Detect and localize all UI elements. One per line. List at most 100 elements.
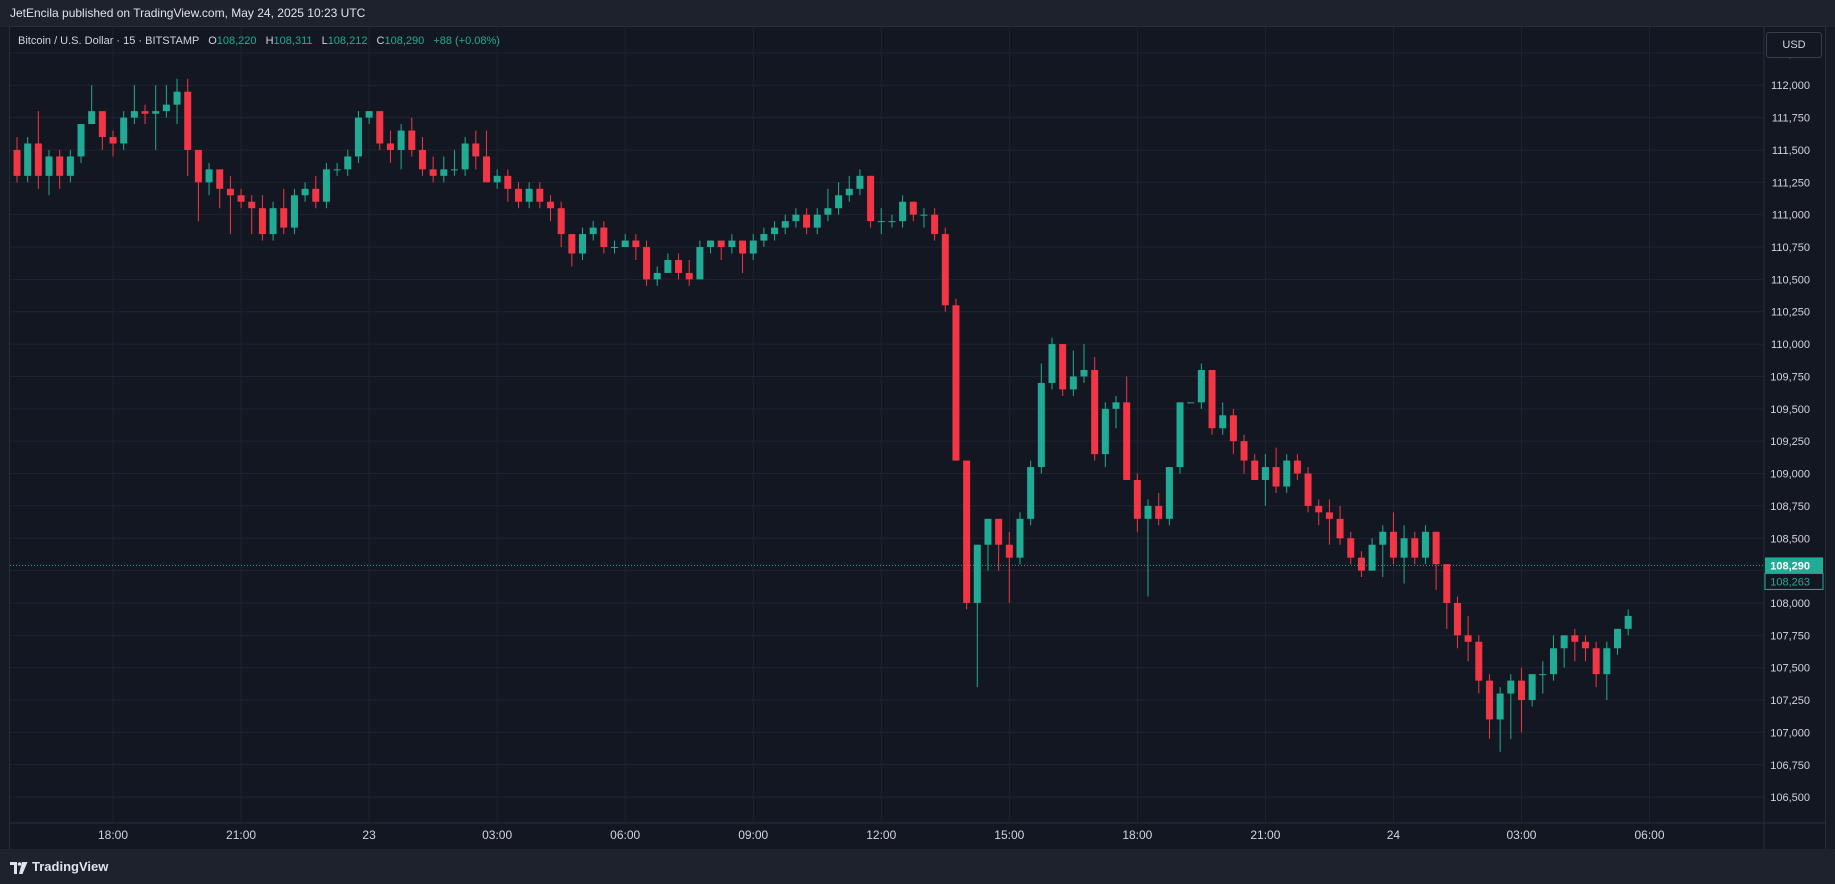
candle-body [408,130,416,150]
candle-body [88,111,96,125]
y-tick-label: 108,000 [1770,598,1810,610]
candle-body [1507,680,1515,694]
candle-body [237,195,245,202]
candle-body [1571,635,1579,642]
candle-body [461,143,469,170]
candle-body [547,201,554,209]
candle-body [301,188,309,196]
candle-body [643,247,651,280]
candle-body [579,234,587,254]
y-tick-label: 109,250 [1770,436,1810,448]
candle-body [1581,641,1589,649]
y-tick-label: 111,250 [1772,177,1810,189]
candle-body [685,272,693,280]
candle-body [429,169,437,176]
x-tick-label: 15:00 [994,828,1024,842]
candle-body [45,156,53,176]
candle-body [418,149,426,170]
candle-body [1560,635,1568,649]
candle-body [24,143,32,176]
candle-body [1293,460,1301,474]
candle-body [536,188,544,202]
x-tick-label: 06:00 [610,828,640,842]
candle-body [216,169,224,189]
candle-body [482,156,490,183]
candle-body [963,460,971,603]
candle-body [141,111,149,114]
candle-body [1315,505,1323,513]
candle-body [749,240,757,254]
candle-body [493,175,501,183]
candle-body [397,130,405,150]
candle-body [995,518,1003,545]
candle-body [1517,680,1525,701]
candle-body [1475,641,1483,681]
candle-body [781,221,789,228]
x-tick-label: 18:00 [1122,828,1152,842]
candle-body [514,188,522,202]
candle-body [1432,531,1440,565]
candle-body [1091,369,1099,455]
candle-body [1347,538,1355,558]
candle-body [1325,512,1333,519]
candle-body [333,169,341,171]
candle-body [589,227,597,235]
tradingview-logo[interactable]: TradingView [10,849,108,884]
candle-body [1379,531,1387,545]
low-label: L [321,35,328,47]
x-tick-label: 21:00 [226,828,256,842]
candle-body [152,111,160,114]
candlestick-chart[interactable]: 106,500 106,750 107,000 107,250 107,500 107,7… [10,27,1825,849]
candle-body [98,111,106,138]
candle-body [1240,441,1248,461]
candle-body [1005,544,1013,558]
candle-body [632,240,640,248]
y-tick-label: 111,500 [1772,145,1810,157]
y-tick-label: 106,750 [1770,760,1810,772]
last-price-tag [1765,557,1823,574]
candle-body [376,111,384,144]
candle-body [1133,480,1141,519]
candle-body [1080,369,1088,377]
candle-body [760,234,768,241]
candle-body [1101,408,1109,455]
second-price-tag [1764,572,1824,590]
candle-body [920,214,928,216]
candle-body [1421,531,1429,558]
symbol-legend: Bitcoin / U.S. Dollar · 15 · BITSTAMP O1… [18,35,500,47]
candle-body [1496,693,1504,720]
candle-body [109,137,117,144]
candle-body [1539,674,1547,676]
candle-body [739,240,747,254]
candle-body [1614,628,1621,649]
change-value: +88 (+0.08%) [433,35,500,47]
candle-body [205,169,213,183]
candle-body [120,117,128,144]
candle-body [1016,518,1024,558]
candle-body [1261,467,1269,481]
candle-body [728,240,736,248]
candle-body [877,221,885,223]
candle-body [525,188,533,202]
chart-area[interactable]: 106,500 106,750 107,000 107,250 107,500 107,7… [10,27,1825,849]
candle-body [1027,467,1035,519]
candle-body [130,111,138,118]
last-price-label: 108,290 [1770,560,1810,572]
tradingview-logo-icon [10,861,28,874]
candle-body [1208,369,1216,429]
candle-body [1059,344,1067,390]
candle-body [899,201,907,222]
candle-body [1069,376,1077,390]
candle-body [1357,557,1365,571]
candle-body [386,143,394,150]
candle-body [1123,402,1131,481]
symbol-name: Bitcoin / U.S. Dollar · 15 · BITSTAMP [18,35,200,47]
candle-body [1411,538,1419,558]
candle-body [1251,460,1259,481]
publish-header: JetEncila published on TradingView.com, … [0,0,1835,27]
candle-body [312,188,320,202]
candle-body [888,221,896,223]
candle-body [1048,344,1056,383]
currency-button[interactable]: USD [1766,32,1822,58]
footer-bar: TradingView [0,849,1835,884]
